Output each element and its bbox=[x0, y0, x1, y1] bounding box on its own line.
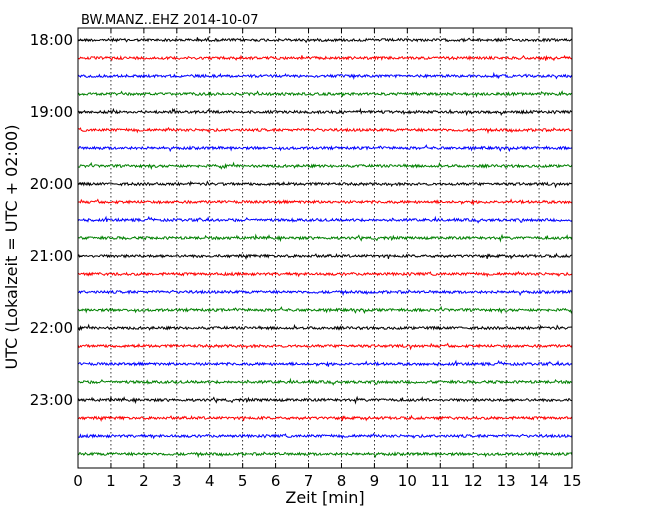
x-tick-label: 10 bbox=[398, 472, 417, 490]
trace-line bbox=[77, 71, 573, 81]
x-axis-ticks: 0 1 2 3 4 5 6 7 8 9 10 11 12 13 14 15 bbox=[73, 28, 582, 490]
trace-line bbox=[77, 395, 573, 405]
x-tick-label: 6 bbox=[271, 472, 281, 490]
trace-line bbox=[77, 198, 573, 205]
trace-line bbox=[77, 144, 573, 153]
x-tick-label: 12 bbox=[464, 472, 483, 490]
x-tick-label: 7 bbox=[304, 472, 314, 490]
trace-line bbox=[77, 359, 573, 367]
y-tick-label: 21:00 bbox=[30, 247, 73, 265]
plot-frame bbox=[77, 27, 573, 469]
x-tick-label: 3 bbox=[172, 472, 182, 490]
y-tick-label: 18:00 bbox=[30, 31, 73, 49]
trace-line bbox=[77, 107, 573, 117]
trace-line bbox=[77, 451, 573, 459]
chart-title: BW.MANZ..EHZ 2014-10-07 bbox=[81, 13, 259, 28]
x-tick-label: 5 bbox=[238, 472, 248, 490]
x-axis-label: Zeit [min] bbox=[285, 488, 364, 507]
x-tick-label: 0 bbox=[73, 472, 83, 490]
trace-line bbox=[77, 161, 573, 170]
trace-line bbox=[77, 180, 573, 189]
trace-line bbox=[77, 432, 573, 440]
x-tick-label: 8 bbox=[337, 472, 347, 490]
y-tick-label: 19:00 bbox=[30, 103, 73, 121]
x-tick-label: 4 bbox=[205, 472, 215, 490]
y-tick-label: 23:00 bbox=[30, 391, 73, 409]
x-tick-label: 15 bbox=[562, 472, 581, 490]
seismic-traces bbox=[77, 36, 573, 459]
y-tick-label: 22:00 bbox=[30, 319, 73, 337]
y-tick-label: 20:00 bbox=[30, 175, 73, 193]
x-tick-label: 14 bbox=[530, 472, 549, 490]
x-tick-label: 1 bbox=[106, 472, 116, 490]
trace-line bbox=[77, 126, 573, 135]
x-tick-label: 2 bbox=[139, 472, 149, 490]
trace-line bbox=[77, 90, 573, 98]
trace-line bbox=[77, 36, 573, 44]
x-tick-label: 9 bbox=[370, 472, 380, 490]
trace-line bbox=[77, 54, 573, 62]
y-axis-ticks: 18:00 19:00 20:00 21:00 22:00 23:00 bbox=[30, 31, 83, 409]
trace-line bbox=[77, 270, 573, 278]
trace-line bbox=[77, 342, 573, 351]
trace-line bbox=[78, 252, 573, 261]
trace-line bbox=[77, 377, 573, 386]
plot-area bbox=[78, 28, 572, 468]
trace-line bbox=[77, 215, 573, 224]
y-axis-label: UTC (Lokalzeit = UTC + 02:00) bbox=[2, 125, 21, 370]
trace-line bbox=[77, 233, 573, 243]
trace-line bbox=[77, 414, 573, 423]
trace-line bbox=[77, 289, 573, 297]
x-tick-label: 11 bbox=[431, 472, 450, 490]
trace-line bbox=[77, 305, 573, 315]
trace-line bbox=[77, 323, 573, 332]
x-tick-label: 13 bbox=[497, 472, 516, 490]
grid-lines bbox=[110, 28, 540, 468]
